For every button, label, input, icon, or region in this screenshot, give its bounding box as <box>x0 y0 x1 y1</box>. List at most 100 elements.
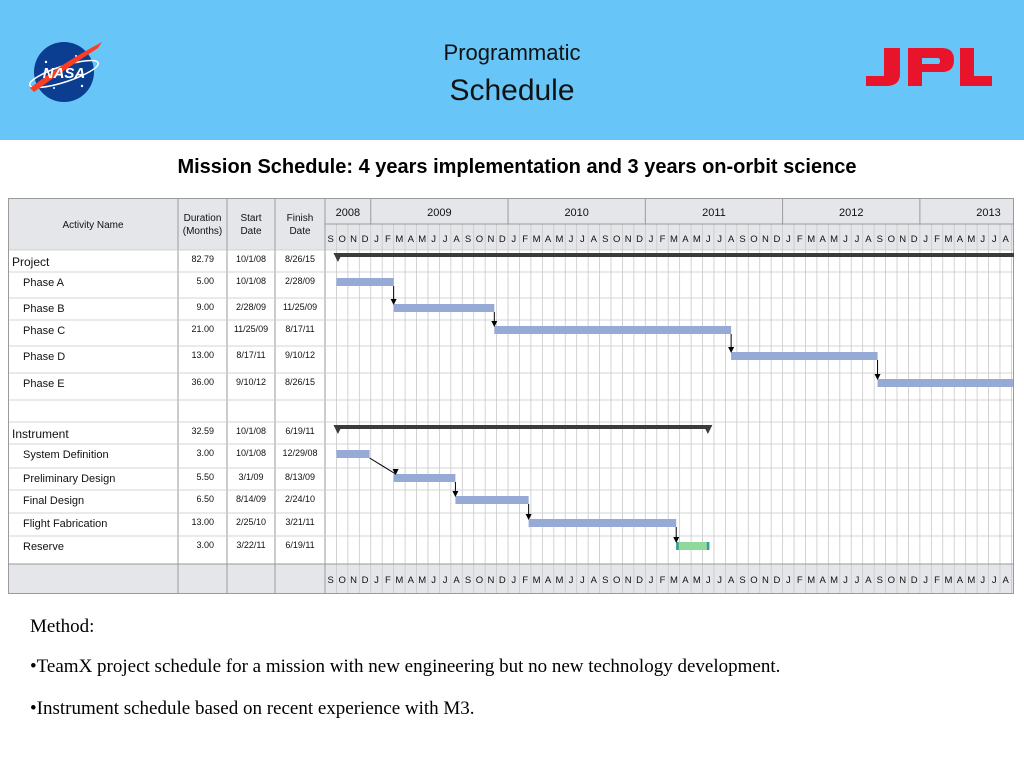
duration-value: 13.00 <box>191 350 214 360</box>
month-label: A <box>957 575 964 586</box>
table-footer-background <box>8 564 1014 594</box>
month-label: J <box>855 234 860 245</box>
month-label: D <box>499 234 506 245</box>
dependency-arrowhead <box>673 537 680 543</box>
month-label: J <box>717 575 722 586</box>
month-label: M <box>967 575 975 586</box>
start-date: 10/1/08 <box>236 254 266 264</box>
month-label: O <box>750 234 757 245</box>
header-activity-name: Activity Name <box>62 220 124 231</box>
month-label: J <box>923 575 928 586</box>
month-label: M <box>556 575 564 586</box>
month-label: O <box>338 575 345 586</box>
month-label: M <box>693 575 701 586</box>
finish-date: 3/21/11 <box>285 517 314 527</box>
dependency-arrowhead <box>452 491 459 497</box>
reserve-bar <box>676 542 710 550</box>
duration-value: 13.00 <box>191 517 214 527</box>
month-label: A <box>545 234 552 245</box>
month-label: M <box>830 575 838 586</box>
month-label: J <box>649 234 654 245</box>
month-label: J <box>431 575 436 586</box>
task-bar <box>336 450 370 458</box>
month-label: J <box>443 234 448 245</box>
summary-bar-start-marker <box>333 425 343 434</box>
month-label: N <box>350 234 357 245</box>
finish-date: 6/19/11 <box>285 426 314 436</box>
activity-name: Phase C <box>23 325 65 337</box>
month-label: F <box>797 234 803 245</box>
schedule-subtitle: Mission Schedule: 4 years implementation… <box>177 156 857 178</box>
month-label: D <box>911 234 918 245</box>
method-heading: Method: <box>30 616 95 637</box>
activity-name: Final Design <box>23 495 84 507</box>
month-label: J <box>580 575 585 586</box>
month-label: A <box>865 234 872 245</box>
year-label: 2011 <box>702 207 726 219</box>
month-label: J <box>717 234 722 245</box>
title-banner: NASA Programmatic Schedule <box>0 0 1024 140</box>
month-label: O <box>750 575 757 586</box>
month-label: N <box>487 575 494 586</box>
dependency-arrowhead <box>390 299 397 305</box>
duration-value: 36.00 <box>191 377 214 387</box>
month-label: A <box>819 575 826 586</box>
nasa-logo-icon: NASA <box>28 42 102 102</box>
start-date: 8/14/09 <box>236 494 266 504</box>
month-label: J <box>569 575 574 586</box>
month-label: A <box>453 234 460 245</box>
month-label: J <box>706 234 711 245</box>
start-date: 2/28/09 <box>236 302 266 312</box>
reserve-bar-edge <box>706 542 710 550</box>
slide-title-line1: Programmatic <box>443 40 581 65</box>
jpl-logo-icon <box>866 48 992 86</box>
month-label: M <box>395 575 403 586</box>
year-label: 2013 <box>976 207 1000 219</box>
activity-name: Reserve <box>23 541 64 553</box>
month-label: N <box>762 234 769 245</box>
month-label: N <box>350 575 357 586</box>
month-label: O <box>338 234 345 245</box>
month-label: J <box>923 234 928 245</box>
month-label: D <box>362 575 369 586</box>
month-label: D <box>636 575 643 586</box>
month-label: A <box>1003 575 1010 586</box>
month-label: M <box>967 234 975 245</box>
dependency-arrowhead <box>728 347 735 353</box>
task-bar <box>455 496 529 504</box>
month-label: M <box>670 575 678 586</box>
header-finish-date: Date <box>289 226 311 237</box>
month-label: D <box>362 234 369 245</box>
month-label: F <box>934 234 940 245</box>
month-label: J <box>843 575 848 586</box>
task-bar <box>494 326 732 334</box>
duration-value: 32.59 <box>191 426 214 436</box>
month-label: M <box>533 575 541 586</box>
month-label: A <box>545 575 552 586</box>
month-label: A <box>408 234 415 245</box>
month-label: F <box>385 234 391 245</box>
duration-value: 21.00 <box>191 324 214 334</box>
month-label: A <box>819 234 826 245</box>
duration-value: 3.00 <box>196 540 214 550</box>
month-label: A <box>865 575 872 586</box>
month-label: J <box>980 234 985 245</box>
year-label: 2008 <box>336 207 360 219</box>
month-label: D <box>636 234 643 245</box>
duration-value: 9.00 <box>196 302 214 312</box>
finish-date: 12/29/08 <box>282 448 317 458</box>
month-label: M <box>807 234 815 245</box>
month-label: O <box>888 575 895 586</box>
dependency-arrowhead <box>874 374 881 380</box>
table-border <box>8 198 1014 594</box>
start-date: 3/1/09 <box>238 472 263 482</box>
month-label: J <box>992 234 997 245</box>
month-label: J <box>649 575 654 586</box>
start-date: 9/10/12 <box>236 377 266 387</box>
month-label: J <box>992 575 997 586</box>
finish-date: 8/17/11 <box>285 324 314 334</box>
year-label: 2012 <box>839 207 863 219</box>
month-label: N <box>899 575 906 586</box>
activity-name: Preliminary Design <box>23 473 115 485</box>
summary-bar <box>336 253 1014 257</box>
